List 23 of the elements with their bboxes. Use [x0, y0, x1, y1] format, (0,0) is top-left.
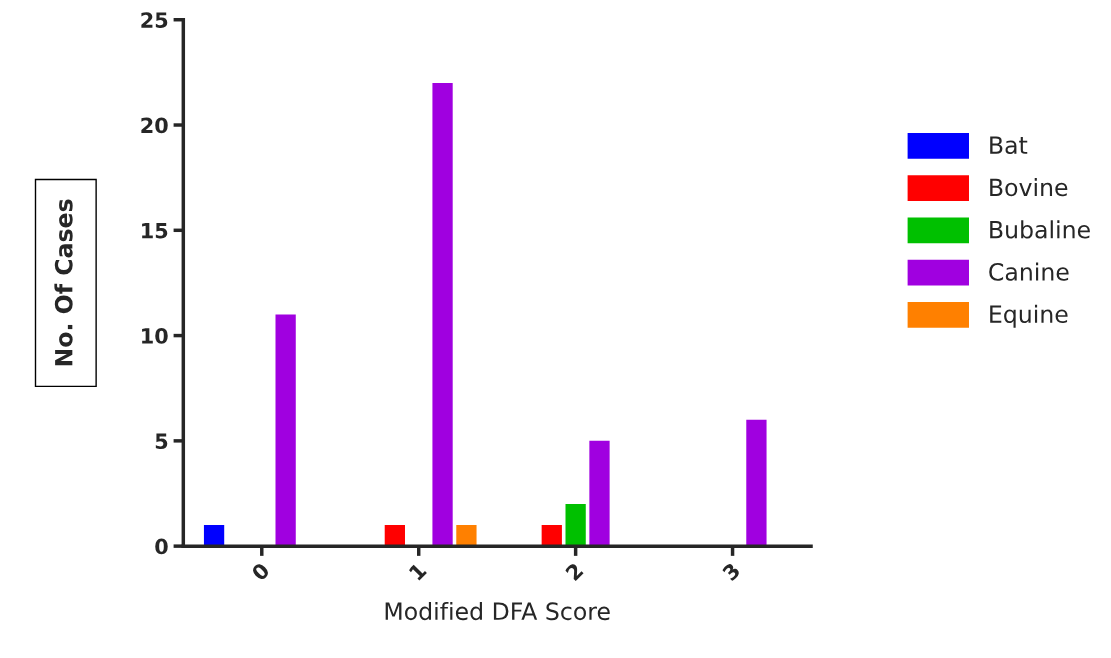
y-tick-label: 10 [142, 328, 168, 344]
x-tick-label: 3 [721, 562, 741, 582]
legend-label: Bubaline [990, 220, 1090, 239]
bar [589, 440, 610, 547]
x-tick-label: 1 [408, 562, 427, 581]
y-tick-label: 25 [141, 12, 168, 28]
bar [432, 82, 453, 547]
x-tick-label: 2 [564, 562, 584, 581]
y-axis-title: No. Of Cases [54, 199, 73, 366]
y-tick-label: 5 [155, 433, 168, 450]
legend-label: Bovine [990, 178, 1068, 197]
bar [275, 314, 296, 547]
legend-label: Equine [990, 304, 1068, 328]
legend-label: Bat [990, 136, 1028, 155]
x-axis-title: Modified DFA Score [385, 601, 610, 621]
bar [565, 504, 586, 547]
x-tick-label: 0 [250, 561, 271, 582]
y-tick-label: 20 [141, 117, 168, 134]
y-tick-label: 0 [155, 538, 168, 555]
y-tick-label: 15 [142, 223, 168, 239]
bar [746, 419, 767, 547]
bar [456, 525, 477, 547]
legend-label: Canine [989, 262, 1069, 281]
